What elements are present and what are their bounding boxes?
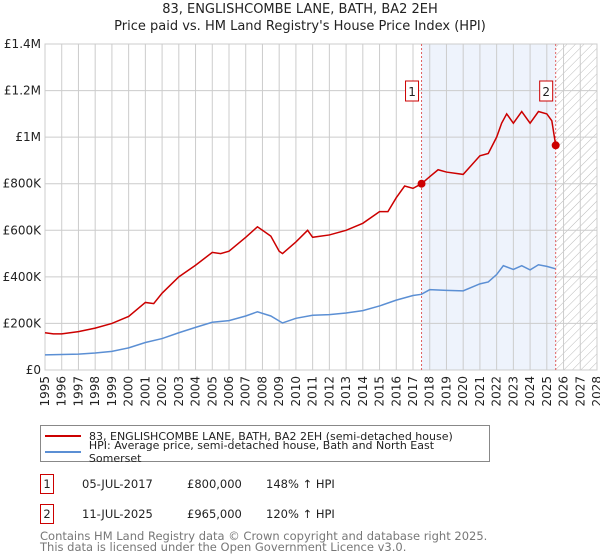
marker-badge: 1 — [40, 474, 54, 494]
x-tick-label: 2020 — [456, 376, 470, 407]
x-tick-label: 2012 — [322, 376, 336, 407]
x-tick-label: 2005 — [205, 376, 219, 407]
x-tick-label: 2023 — [506, 376, 520, 407]
x-tick-label: 2028 — [590, 376, 600, 407]
x-tick-label: 2009 — [272, 376, 286, 407]
sale-label-box — [539, 80, 554, 102]
legend-swatch-property — [45, 435, 81, 437]
chart-title: 83, ENGLISHCOMBE LANE, BATH, BA2 2EH — [162, 2, 438, 17]
y-tick-label: £1.2M — [4, 84, 41, 98]
x-tick-label: 2010 — [289, 376, 303, 407]
x-tick-label: 2016 — [389, 376, 403, 407]
x-tick-label: 2003 — [172, 376, 186, 407]
y-tick-label: £800K — [3, 177, 43, 191]
y-tick-label: £1M — [15, 130, 41, 144]
footer: Contains HM Land Registry data © Crown c… — [40, 529, 488, 554]
sale-point — [551, 141, 560, 150]
y-tick-label: £1.4M — [4, 37, 41, 51]
x-tick-label: 2022 — [490, 376, 504, 407]
x-tick-label: 2018 — [423, 376, 437, 407]
x-tick-label: 1997 — [71, 376, 85, 407]
x-tick-label: 2007 — [239, 376, 253, 407]
x-tick-label: 2008 — [255, 376, 269, 407]
x-tick-label: 2027 — [573, 376, 587, 407]
legend-label: HPI: Average price, semi-detached house,… — [88, 439, 435, 465]
transaction-date: 11-JUL-2025 — [82, 507, 153, 521]
x-tick-label: 2002 — [155, 376, 169, 407]
sale-point — [417, 179, 426, 188]
x-tick-label: 1995 — [38, 376, 52, 407]
marker-badge: 2 — [40, 504, 54, 524]
sale-period-shade — [421, 44, 556, 370]
x-tick-label: 2013 — [339, 376, 353, 407]
transaction-price: £800,000 — [187, 477, 242, 491]
transaction-hpi: 120% ↑ HPI — [266, 507, 335, 521]
legend-item-property: 83, ENGLISHCOMBE LANE, BATH, BA2 2EH (se… — [45, 429, 453, 443]
x-tick-label: 2006 — [222, 376, 236, 407]
property-price-line — [44, 110, 557, 335]
x-tick-label: 2021 — [473, 376, 487, 407]
transaction-date: 05-JUL-2017 — [82, 477, 153, 491]
plot-frame — [44, 43, 598, 371]
x-tick-label: 2001 — [138, 376, 152, 407]
x-tick-label: 2011 — [306, 376, 320, 407]
price-chart: 1995 1996 1997 1998 1999 2000 2001 2002 2003 2004… — [3, 37, 600, 407]
future-hatch — [555, 44, 597, 370]
x-tick-label: 2014 — [356, 376, 370, 407]
hpi-line — [44, 263, 556, 356]
x-tick-label: 1999 — [105, 376, 119, 407]
y-tick-label: £600K — [3, 223, 43, 237]
transaction-price: £965,000 — [187, 507, 242, 521]
x-tick-label: 1998 — [88, 376, 102, 407]
legend-item-hpi: HPI: Average price, semi-detached house,… — [45, 439, 489, 465]
sale-label: 2 — [542, 85, 550, 99]
sale-label-box — [405, 80, 420, 102]
legend-swatch-hpi — [45, 451, 81, 453]
x-tick-label: 2017 — [406, 376, 420, 407]
x-tick-label: 2015 — [373, 376, 387, 407]
x-tick-label: 1996 — [55, 376, 69, 407]
transaction-hpi: 148% ↑ HPI — [266, 477, 335, 491]
x-tick-label: 2019 — [439, 376, 453, 407]
x-tick-label: 2024 — [523, 376, 537, 407]
y-tick-label: £0 — [26, 363, 41, 377]
x-tick-label: 2000 — [122, 376, 136, 407]
y-tick-label: £200K — [3, 316, 43, 330]
legend: 83, ENGLISHCOMBE LANE, BATH, BA2 2EH (se… — [40, 425, 490, 465]
footer-copyright: Contains HM Land Registry data © Crown c… — [40, 529, 488, 543]
x-tick-label: 2004 — [189, 376, 203, 407]
footer-licence: This data is licensed under the Open Gov… — [40, 540, 407, 554]
legend-label: 83, ENGLISHCOMBE LANE, BATH, BA2 2EH (se… — [89, 429, 453, 443]
y-tick-label: £400K — [3, 270, 43, 284]
x-tick-label: 2026 — [557, 376, 571, 407]
sale-label: 1 — [408, 85, 416, 99]
chart-subtitle: Price paid vs. HM Land Registry's House … — [114, 19, 486, 34]
x-tick-label: 2025 — [540, 376, 554, 407]
